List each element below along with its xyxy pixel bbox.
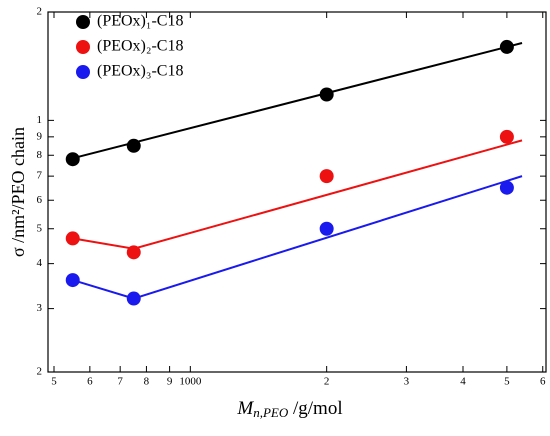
legend-label: (PEOx)₃-C18 — [97, 63, 183, 80]
y-tick-label: 1 — [37, 114, 43, 126]
x-tick-label: 5 — [504, 376, 510, 388]
y-tick-label: 4 — [37, 257, 43, 269]
point — [319, 169, 334, 184]
point — [65, 231, 80, 246]
point — [499, 129, 514, 144]
y-tick-label: 2 — [37, 6, 43, 18]
y-axis-label: σ /nm²/PEO chain — [8, 127, 28, 257]
y-tick-label: 2 — [37, 366, 43, 378]
legend-label: (PEOx)₁-C18 — [97, 13, 183, 30]
legend-marker — [76, 65, 90, 79]
legend-marker — [76, 40, 90, 54]
point — [65, 152, 80, 167]
x-tick-label: 6 — [540, 376, 546, 388]
fit-line — [68, 42, 523, 161]
y-tick-label: 9 — [37, 130, 43, 142]
y-tick-label: 8 — [37, 149, 43, 161]
fit-line — [72, 175, 523, 300]
x-tick-label: 6 — [87, 376, 93, 388]
point — [319, 221, 334, 236]
x-label-rest: /g/mol — [288, 398, 342, 419]
y-tick-label: 5 — [37, 222, 43, 234]
x-tick-label: 1000 — [179, 376, 202, 388]
legend-label: (PEOx)₂-C18 — [97, 38, 183, 55]
point — [126, 291, 141, 306]
x-tick-label: 9 — [167, 376, 173, 388]
point — [126, 245, 141, 260]
x-tick-label: 8 — [144, 376, 150, 388]
plot-frame — [47, 11, 547, 373]
y-tick-label: 3 — [37, 302, 43, 314]
x-label-main: M — [236, 398, 254, 419]
point — [499, 39, 514, 54]
y-tick-label: 7 — [37, 170, 43, 182]
x-tick-label: 4 — [460, 376, 466, 388]
x-tick-label: 3 — [404, 376, 410, 388]
point — [65, 273, 80, 288]
point — [319, 87, 334, 102]
point — [499, 180, 514, 195]
x-tick-label: 5 — [51, 376, 57, 388]
legend-marker — [76, 15, 90, 29]
x-tick-label: 2 — [324, 376, 330, 388]
x-tick-label: 7 — [117, 376, 123, 388]
point — [126, 138, 141, 153]
y-tick-label: 6 — [37, 194, 43, 206]
x-label-sub: n,PEO — [253, 405, 289, 420]
x-axis-label: Mn,PEO /g/mol — [236, 398, 342, 420]
fit-line — [72, 139, 523, 250]
